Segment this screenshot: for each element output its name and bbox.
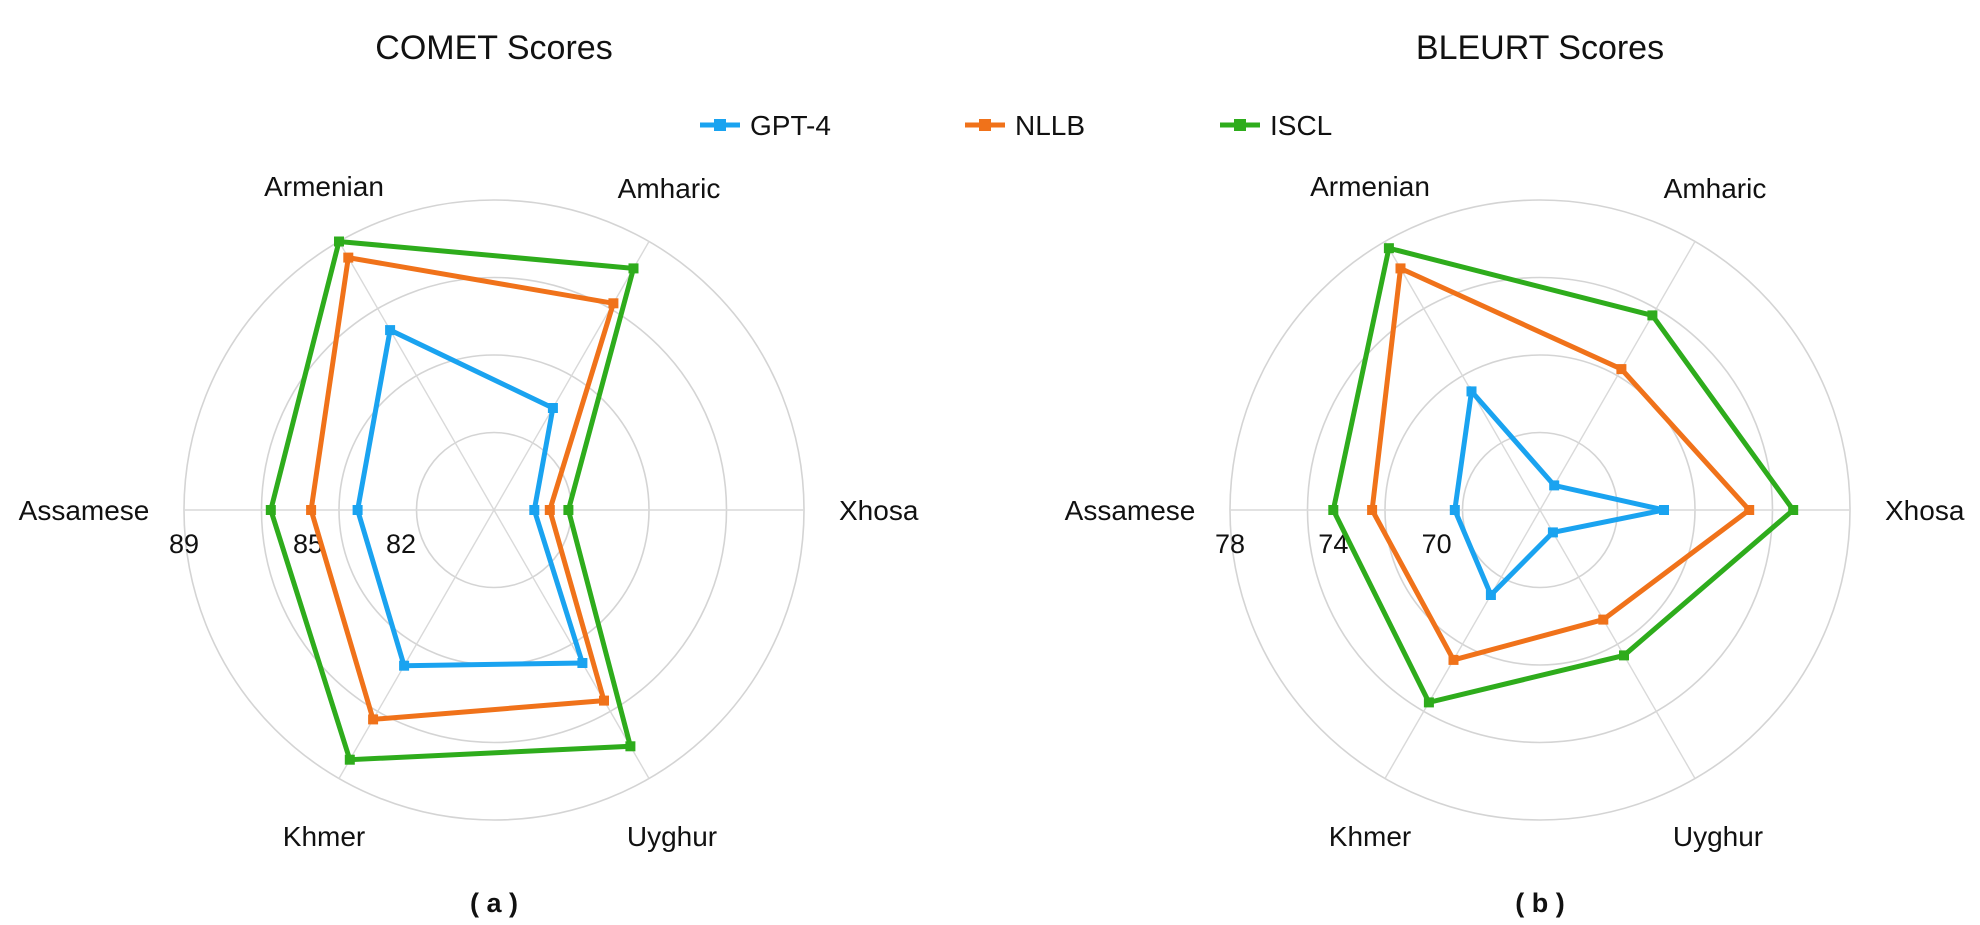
point-iscl-amharic bbox=[1647, 310, 1658, 321]
point-gpt-4-armenian bbox=[385, 325, 396, 336]
point-nllb-armenian bbox=[1395, 263, 1406, 274]
spoke-khmer bbox=[1384, 509, 1541, 779]
category-label-uyghur: Uyghur bbox=[627, 821, 717, 852]
legend-label-gpt-4: GPT-4 bbox=[750, 110, 831, 141]
point-iscl-armenian bbox=[334, 236, 344, 247]
legend-item-gpt-4[interactable]: GPT-4 bbox=[700, 110, 831, 141]
series-gpt-4 bbox=[1449, 385, 1669, 600]
point-gpt-4-xhosa bbox=[529, 505, 540, 515]
point-iscl-khmer bbox=[1423, 697, 1434, 708]
point-nllb-uyghur bbox=[1598, 614, 1609, 625]
point-gpt-4-khmer bbox=[399, 660, 410, 671]
series-line-gpt-4 bbox=[355, 326, 586, 669]
legend-label-iscl: ISCL bbox=[1270, 110, 1332, 141]
radial-tick-label-70: 70 bbox=[1422, 529, 1452, 559]
point-iscl-xhosa bbox=[563, 505, 574, 515]
point-nllb-armenian bbox=[343, 252, 354, 263]
chart-title: COMET Scores bbox=[375, 29, 612, 67]
legend-item-iscl[interactable]: ISCL bbox=[1220, 110, 1332, 141]
panel-label: ( a ) bbox=[470, 888, 518, 918]
point-gpt-4-uyghur bbox=[1547, 527, 1558, 538]
point-nllb-amharic bbox=[1616, 364, 1627, 375]
point-gpt-4-uyghur bbox=[577, 658, 588, 668]
point-gpt-4-amharic bbox=[1549, 480, 1560, 491]
legend-marker-iscl bbox=[1234, 119, 1246, 131]
category-label-amharic: Amharic bbox=[1664, 173, 1767, 204]
category-label-amharic: Amharic bbox=[618, 173, 721, 204]
point-gpt-4-assamese bbox=[1449, 505, 1460, 515]
point-nllb-assamese bbox=[1367, 505, 1378, 515]
legend-item-nllb[interactable]: NLLB bbox=[965, 110, 1085, 141]
point-iscl-uyghur bbox=[625, 741, 636, 752]
point-nllb-xhosa bbox=[544, 505, 555, 515]
spoke-armenian bbox=[1384, 241, 1541, 511]
point-nllb-amharic bbox=[608, 298, 619, 309]
chart-legend: GPT-4 NLLB ISCL bbox=[700, 110, 1332, 141]
category-label-xhosa: Xhosa bbox=[839, 495, 919, 526]
category-label-assamese: Assamese bbox=[19, 495, 150, 526]
category-label-armenian: Armenian bbox=[264, 171, 384, 202]
radial-tick-label-78: 78 bbox=[1215, 529, 1245, 559]
radar-grid bbox=[183, 199, 805, 821]
point-iscl-khmer bbox=[344, 754, 355, 765]
category-label-uyghur: Uyghur bbox=[1673, 821, 1763, 852]
series-line-nllb bbox=[1369, 264, 1753, 663]
radial-tick-label-82: 82 bbox=[386, 529, 416, 559]
category-label-khmer: Khmer bbox=[283, 821, 365, 852]
spoke-amharic bbox=[493, 241, 650, 511]
legend-label-nllb: NLLB bbox=[1015, 110, 1085, 141]
radar-grid bbox=[1229, 199, 1851, 821]
series-nllb bbox=[1367, 263, 1755, 665]
category-label-xhosa: Xhosa bbox=[1885, 495, 1965, 526]
point-gpt-4-assamese bbox=[352, 505, 363, 515]
series-line-iscl bbox=[268, 238, 637, 763]
comet-radar-panel: COMET Scores828589XhosaAmharicArmenianAs… bbox=[19, 29, 919, 918]
radial-tick-label-89: 89 bbox=[169, 529, 199, 559]
point-nllb-khmer bbox=[368, 714, 379, 725]
category-label-khmer: Khmer bbox=[1329, 821, 1411, 852]
point-nllb-xhosa bbox=[1744, 505, 1755, 515]
series-line-gpt-4 bbox=[1452, 385, 1665, 600]
point-nllb-uyghur bbox=[599, 695, 609, 706]
point-iscl-assamese bbox=[1328, 505, 1339, 515]
spoke-uyghur bbox=[1539, 509, 1696, 779]
point-gpt-4-armenian bbox=[1466, 386, 1477, 397]
point-iscl-xhosa bbox=[1788, 505, 1799, 515]
series-iscl bbox=[1328, 243, 1799, 708]
point-nllb-assamese bbox=[306, 505, 317, 515]
legend-marker-nllb bbox=[979, 119, 991, 131]
legend-marker-gpt-4 bbox=[714, 119, 726, 131]
point-nllb-khmer bbox=[1448, 654, 1459, 665]
point-iscl-uyghur bbox=[1619, 650, 1629, 661]
spoke-amharic bbox=[1539, 241, 1696, 511]
chart-title: BLEURT Scores bbox=[1416, 29, 1664, 67]
point-iscl-armenian bbox=[1383, 243, 1394, 254]
spoke-uyghur bbox=[493, 509, 650, 779]
category-label-assamese: Assamese bbox=[1065, 495, 1196, 526]
spoke-khmer bbox=[338, 509, 495, 779]
series-line-iscl bbox=[1330, 245, 1797, 706]
point-gpt-4-amharic bbox=[547, 403, 558, 413]
series-iscl bbox=[265, 236, 639, 765]
point-gpt-4-xhosa bbox=[1659, 505, 1669, 515]
spoke-armenian bbox=[338, 241, 495, 511]
category-label-armenian: Armenian bbox=[1310, 171, 1430, 202]
point-iscl-assamese bbox=[265, 505, 276, 515]
panel-label: ( b ) bbox=[1515, 888, 1564, 918]
bleurt-radar-panel: BLEURT Scores707478XhosaAmharicArmenianA… bbox=[1065, 29, 1965, 918]
point-iscl-amharic bbox=[628, 263, 639, 274]
point-gpt-4-khmer bbox=[1485, 590, 1496, 600]
series-nllb bbox=[306, 252, 619, 725]
series-gpt-4 bbox=[352, 325, 588, 671]
